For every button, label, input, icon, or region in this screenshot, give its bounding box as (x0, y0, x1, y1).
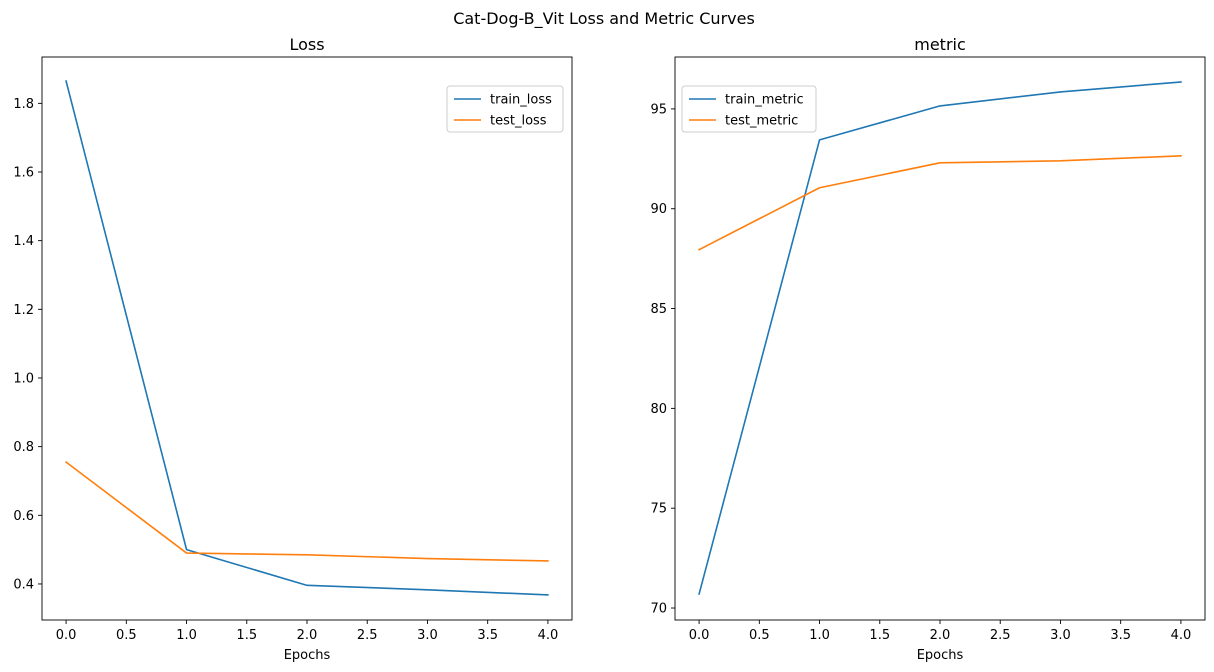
x-tick-label: 2.0 (930, 628, 951, 643)
legend-label: train_loss (490, 93, 552, 108)
y-tick-label: 0.4 (13, 577, 34, 592)
x-tick-label: 1.0 (809, 628, 830, 643)
plot-title: Loss (289, 35, 324, 54)
y-tick-label: 1.4 (13, 234, 34, 249)
legend-label: test_metric (725, 114, 798, 129)
y-tick-label: 1.2 (13, 303, 34, 318)
metric-plot: metric 0.0 0.5 1.0 1.5 2.0 2.5 3.0 3.5 4.0 70 75 80 8… (650, 35, 1206, 663)
x-tick-label: 2.0 (297, 628, 318, 643)
x-tick-label: 4.0 (538, 628, 559, 643)
x-axis-label: Epochs (284, 648, 331, 663)
x-tick-label: 3.5 (477, 628, 498, 643)
x-tick-label: 0.0 (689, 628, 710, 643)
plot-title: metric (914, 35, 966, 54)
x-tick-label: 0.5 (749, 628, 770, 643)
series-line-test_metric (698, 154, 1182, 251)
series-line-train_loss (65, 80, 549, 596)
x-tick-label: 1.5 (236, 628, 257, 643)
y-tick-label: 80 (650, 402, 667, 417)
y-tick-label: 90 (650, 202, 667, 217)
legend: train_metric test_metric (681, 85, 817, 133)
y-tick-label: 0.6 (13, 509, 34, 524)
loss-plot: Loss 0.0 0.5 1.0 1.5 2.0 2.5 3.0 3.5 4.0 0.4 0.6 0.8… (13, 35, 573, 663)
x-tick-label: 2.5 (990, 628, 1011, 643)
y-tick-label: 70 (650, 602, 667, 617)
figure-title: Cat-Dog-B_Vit Loss and Metric Curves (453, 9, 755, 29)
series-line-test_loss (64, 460, 549, 562)
y-tick-label: 75 (650, 502, 667, 517)
legend-label: test_loss (490, 114, 547, 129)
x-tick-label: 0.0 (56, 628, 77, 643)
legend: train_loss test_loss (446, 85, 564, 133)
x-tick-label: 3.0 (417, 628, 438, 643)
legend-label: train_metric (725, 93, 804, 108)
y-tick-label: 1.0 (13, 371, 34, 386)
y-tick-label: 85 (650, 302, 667, 317)
series-line-train_metric (698, 81, 1182, 596)
x-tick-label: 3.0 (1050, 628, 1071, 643)
x-axis-label: Epochs (917, 648, 964, 663)
y-tick-label: 1.8 (13, 97, 34, 112)
x-tick-label: 4.0 (1171, 628, 1192, 643)
x-tick-label: 2.5 (357, 628, 378, 643)
x-tick-label: 3.5 (1110, 628, 1131, 643)
x-tick-label: 1.5 (869, 628, 890, 643)
x-tick-label: 1.0 (176, 628, 197, 643)
y-tick-label: 1.6 (13, 166, 34, 181)
x-tick-label: 0.5 (116, 628, 137, 643)
y-tick-label: 0.8 (13, 440, 34, 455)
y-tick-label: 95 (650, 102, 667, 117)
